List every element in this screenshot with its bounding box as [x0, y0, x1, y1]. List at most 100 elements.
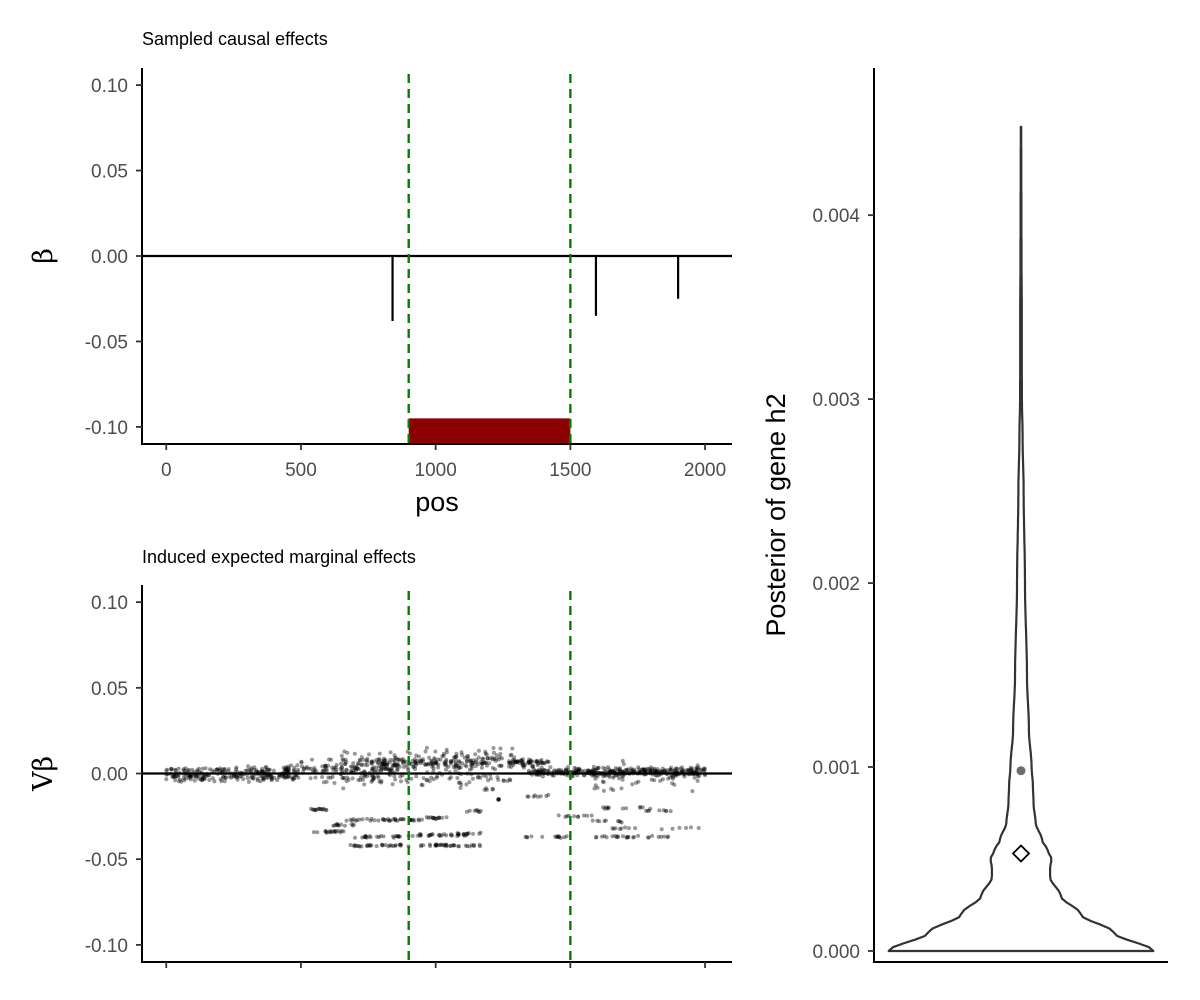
data-point	[369, 761, 374, 766]
data-point	[432, 816, 437, 820]
data-point	[515, 760, 519, 765]
data-point	[164, 768, 169, 773]
violin-shape	[887, 125, 1155, 953]
data-point	[531, 794, 536, 799]
data-point	[603, 818, 608, 823]
data-point	[164, 777, 169, 782]
data-point	[490, 755, 495, 760]
data-point	[369, 843, 374, 848]
data-point	[171, 774, 176, 779]
data-point	[613, 766, 618, 771]
data-point	[269, 776, 274, 781]
data-point	[485, 763, 489, 768]
data-point	[222, 766, 227, 771]
data-point	[586, 768, 591, 773]
data-point	[380, 817, 385, 822]
data-point	[193, 774, 198, 779]
data-point	[576, 768, 581, 773]
data-point	[576, 767, 581, 771]
data-point	[329, 829, 334, 834]
data-point	[169, 767, 174, 772]
data-point	[428, 815, 433, 820]
data-point	[673, 767, 678, 772]
data-point	[385, 760, 390, 765]
data-point	[321, 806, 326, 811]
data-point	[410, 834, 415, 838]
data-point	[398, 843, 403, 848]
data-point	[412, 757, 417, 762]
data-point	[590, 818, 595, 823]
data-point	[528, 761, 533, 766]
data-point	[382, 756, 386, 761]
data-point	[354, 844, 359, 848]
data-point	[326, 775, 331, 780]
data-point	[192, 778, 197, 783]
data-point	[463, 843, 468, 848]
data-point	[652, 766, 657, 771]
data-point	[384, 767, 388, 772]
data-point	[476, 755, 481, 760]
data-point	[234, 767, 239, 772]
data-point	[427, 833, 432, 838]
data-point	[478, 830, 483, 835]
data-point	[455, 834, 460, 839]
data-point	[327, 830, 332, 835]
data-point	[512, 755, 517, 760]
data-point	[542, 768, 547, 773]
data-point	[187, 768, 191, 772]
data-point	[562, 835, 567, 840]
data-point	[592, 786, 597, 791]
data-point	[423, 749, 428, 754]
data-point	[588, 769, 593, 774]
data-point	[324, 830, 329, 835]
data-point	[702, 766, 706, 771]
data-point	[419, 782, 424, 787]
data-point	[386, 818, 391, 823]
data-point	[484, 760, 488, 765]
data-point	[414, 753, 419, 758]
data-point	[192, 774, 197, 779]
data-point	[334, 829, 339, 834]
data-point	[188, 774, 193, 779]
data-point	[363, 834, 368, 839]
y-axis-label: Vβ	[28, 756, 59, 792]
data-point	[661, 808, 666, 813]
data-point	[666, 834, 670, 839]
data-point	[283, 767, 288, 772]
data-point	[542, 761, 547, 766]
data-point	[556, 835, 560, 840]
data-point	[574, 768, 579, 773]
data-point	[182, 768, 187, 773]
data-point	[377, 779, 382, 784]
data-point	[429, 758, 434, 763]
data-point	[670, 781, 675, 786]
data-point	[320, 764, 325, 769]
data-point	[670, 826, 675, 831]
data-point	[417, 754, 421, 759]
data-point	[496, 797, 501, 802]
data-point	[596, 766, 601, 771]
data-point	[329, 757, 334, 762]
data-point	[480, 756, 485, 761]
data-point	[680, 768, 685, 773]
data-point	[429, 775, 434, 780]
data-point	[221, 775, 226, 780]
data-point	[637, 767, 642, 772]
true-value-diamond	[1011, 844, 1031, 863]
data-point	[482, 760, 487, 765]
data-point	[286, 767, 291, 772]
data-point	[605, 806, 610, 811]
data-point	[411, 765, 416, 770]
data-point	[534, 769, 539, 774]
data-point	[595, 774, 600, 779]
data-point	[423, 762, 428, 767]
data-point	[381, 817, 386, 822]
data-point	[525, 835, 530, 840]
data-point	[695, 778, 700, 783]
data-point	[601, 774, 606, 779]
data-point	[182, 778, 187, 783]
data-point	[307, 766, 312, 771]
data-point	[345, 750, 350, 755]
data-point	[510, 759, 515, 764]
data-point	[577, 767, 582, 772]
